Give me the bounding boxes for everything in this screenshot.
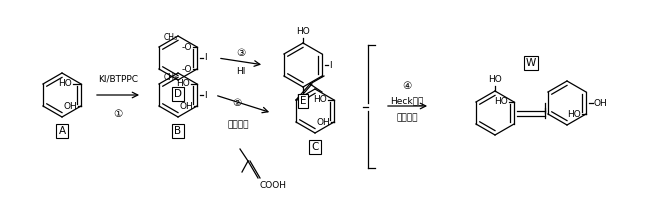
Text: HO: HO <box>296 27 310 36</box>
Text: HI: HI <box>237 66 246 75</box>
Text: CH₃: CH₃ <box>164 33 178 43</box>
Text: OH: OH <box>179 102 193 111</box>
Text: -O: -O <box>181 65 192 73</box>
Text: OH: OH <box>63 102 77 111</box>
Text: I: I <box>204 53 207 62</box>
Text: HO: HO <box>313 95 327 105</box>
Text: KI/BTPPC: KI/BTPPC <box>98 74 138 83</box>
Text: W: W <box>526 58 536 68</box>
Text: I: I <box>329 60 332 69</box>
Text: A: A <box>58 126 66 136</box>
Text: ①: ① <box>113 109 123 119</box>
Text: CH₃: CH₃ <box>164 73 178 82</box>
Text: ②: ② <box>233 98 242 108</box>
Text: D: D <box>174 89 182 99</box>
Text: 钯催化剂: 钯催化剂 <box>396 114 418 122</box>
Text: ③: ③ <box>237 48 246 58</box>
Text: Heck反应: Heck反应 <box>390 96 424 105</box>
Text: B: B <box>174 126 181 136</box>
Text: E: E <box>300 96 306 106</box>
Text: HO: HO <box>567 109 581 118</box>
Text: ④: ④ <box>402 81 411 91</box>
Text: OH: OH <box>594 98 608 108</box>
Text: OH: OH <box>317 118 330 127</box>
Text: HO: HO <box>296 94 310 103</box>
Text: -O: -O <box>181 43 192 52</box>
Text: COOH: COOH <box>260 180 287 190</box>
Text: 钯催化剂: 钯催化剂 <box>227 121 249 130</box>
Text: HO: HO <box>58 79 72 88</box>
Text: HO: HO <box>488 75 502 84</box>
Text: I: I <box>204 91 207 99</box>
Text: HO: HO <box>176 79 190 88</box>
Text: HO: HO <box>494 98 508 106</box>
Text: C: C <box>311 142 318 152</box>
